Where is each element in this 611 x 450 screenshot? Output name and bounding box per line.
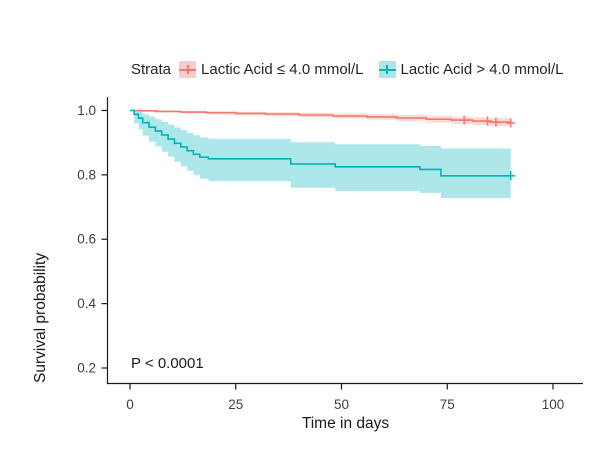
- survival-curve: [130, 109, 512, 123]
- y-tick-label: 0.2: [77, 361, 96, 376]
- y-tick-label: 1.0: [77, 103, 96, 118]
- y-axis-title: Survival probability: [32, 252, 49, 383]
- y-tick-label: 0.4: [77, 296, 96, 311]
- survival-curves: [130, 109, 512, 177]
- x-tick-label: 0: [126, 397, 134, 412]
- confidence-band: [130, 110, 511, 198]
- legend: Strata Lactic Acid ≤ 4.0 mmol/L Lactic A…: [131, 61, 564, 78]
- km-line-key-icon: [179, 61, 197, 78]
- legend-label-high-lactate: Lactic Acid > 4.0 mmol/L: [400, 61, 564, 78]
- confidence-band: [130, 110, 511, 128]
- confidence-bands: [130, 110, 511, 198]
- survival-curve: [130, 109, 511, 177]
- x-tick-label: 75: [440, 397, 455, 412]
- y-tick-label: 0.8: [77, 167, 96, 182]
- y-tick-label: 0.6: [77, 232, 96, 247]
- x-tick-label: 100: [542, 397, 565, 412]
- censor-marks: [459, 115, 516, 181]
- x-axis-title: Time in days: [301, 415, 390, 432]
- axes: [101, 97, 583, 390]
- tick-labels: 0.2 0.4 0.6 0.8 1.0 0 25 50 75 100: [77, 103, 564, 412]
- pvalue-annotation: P < 0.0001: [131, 355, 204, 372]
- x-tick-label: 25: [228, 397, 243, 412]
- legend-title: Strata: [131, 61, 172, 78]
- legend-label-low-lactate: Lactic Acid ≤ 4.0 mmol/L: [201, 61, 364, 78]
- legend-item-low-lactate: Lactic Acid ≤ 4.0 mmol/L: [179, 61, 364, 78]
- km-line-key-icon: [378, 61, 396, 78]
- legend-item-high-lactate: Lactic Acid > 4.0 mmol/L: [378, 61, 564, 78]
- x-tick-label: 50: [334, 397, 349, 412]
